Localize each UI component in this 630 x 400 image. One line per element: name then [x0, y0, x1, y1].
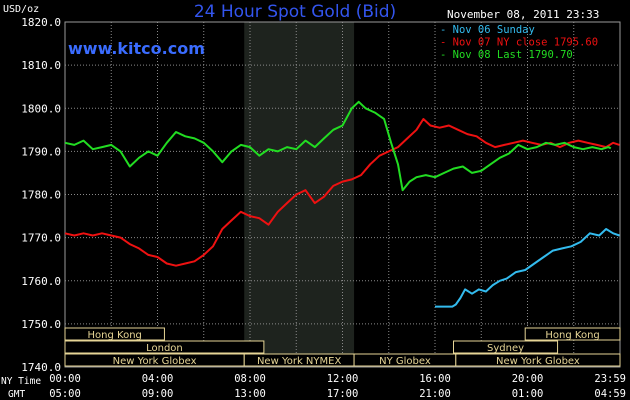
x-row-label-gmt: GMT — [8, 389, 25, 400]
legend-entry: - Nov 07 NY close 1795.60 — [440, 37, 598, 49]
market-session-label: New York NYMEX — [257, 356, 342, 367]
y-axis-label: USD/oz — [3, 4, 39, 15]
x-tick-label-ny: 23:59 — [594, 373, 626, 385]
y-tick-labels: 1820.0 1810.0 1800.0 1790.0 1780.0 1770.0 1760… — [21, 16, 61, 374]
market-session-label: Hong Kong — [88, 330, 142, 341]
x-tick-label-gmt: 13:00 — [234, 388, 266, 400]
series-lines — [64, 100, 620, 308]
x-tick-label-ny: 04:00 — [142, 373, 174, 385]
y-tick-label: 1790.0 — [21, 145, 61, 158]
x-tick-label-ny: 20:00 — [512, 373, 544, 385]
x-tick-label-gmt: 21:00 — [419, 388, 451, 400]
site-url: www.kitco.com — [68, 39, 205, 58]
market-session-box — [64, 327, 165, 341]
y-tick-label: 1810.0 — [21, 59, 61, 72]
x-tick-label-gmt: 09:00 — [142, 388, 174, 400]
grid — [64, 21, 621, 368]
series-line — [435, 228, 620, 308]
market-session-box — [455, 353, 621, 367]
market-session-box — [453, 340, 559, 354]
market-session-box — [64, 340, 265, 354]
x-tick-label-gmt: 01:00 — [512, 388, 544, 400]
x-tick-label-ny: 16:00 — [419, 373, 451, 385]
series-line — [64, 118, 620, 267]
market-session-label: New York Globex — [113, 356, 197, 367]
legend-entry: - Nov 06 Sunday — [440, 24, 535, 36]
legend: - Nov 06 Sunday- Nov 07 NY close 1795.60… — [440, 24, 598, 61]
x-tick-label-gmt: 05:00 — [49, 388, 81, 400]
x-tick-label-ny: 00:00 — [49, 373, 81, 385]
y-tick-label: 1780.0 — [21, 189, 61, 202]
y-tick-label: 1800.0 — [21, 102, 61, 115]
timestamp: November 08, 2011 23:33 — [447, 8, 599, 21]
market-session-label: NY Globex — [379, 356, 431, 367]
y-tick-label: 1740.0 — [21, 361, 61, 374]
chart-title: 24 Hour Spot Gold (Bid) — [194, 2, 396, 22]
market-sessions: Hong Kong Hong Kong London Sydney New York G… — [64, 327, 621, 367]
x-tick-label-gmt: 04:59 — [594, 388, 626, 400]
legend-entry: - Nov 08 Last 1790.70 — [440, 49, 573, 61]
series-line — [64, 100, 612, 192]
x-tick-labels: 00:00 05:00 04:00 09:00 08:00 13:00 12:00 17:00… — [49, 373, 626, 400]
x-row-label-ny: NY Time — [1, 376, 41, 387]
plot-frame — [64, 21, 621, 368]
market-session-label: London — [146, 343, 183, 354]
x-tick-label-gmt: 17:00 — [327, 388, 359, 400]
x-tick-label-ny: 08:00 — [234, 373, 266, 385]
y-tick-label: 1770.0 — [21, 232, 61, 245]
market-session-label: Sydney — [487, 343, 524, 354]
y-tick-label: 1820.0 — [21, 16, 61, 29]
y-tick-label: 1760.0 — [21, 275, 61, 288]
market-session-label: New York Globex — [496, 356, 580, 367]
x-tick-label-ny: 12:00 — [327, 373, 359, 385]
market-session-label: Hong Kong — [545, 330, 599, 341]
y-tick-label: 1750.0 — [21, 318, 61, 331]
market-session-box — [524, 327, 621, 341]
